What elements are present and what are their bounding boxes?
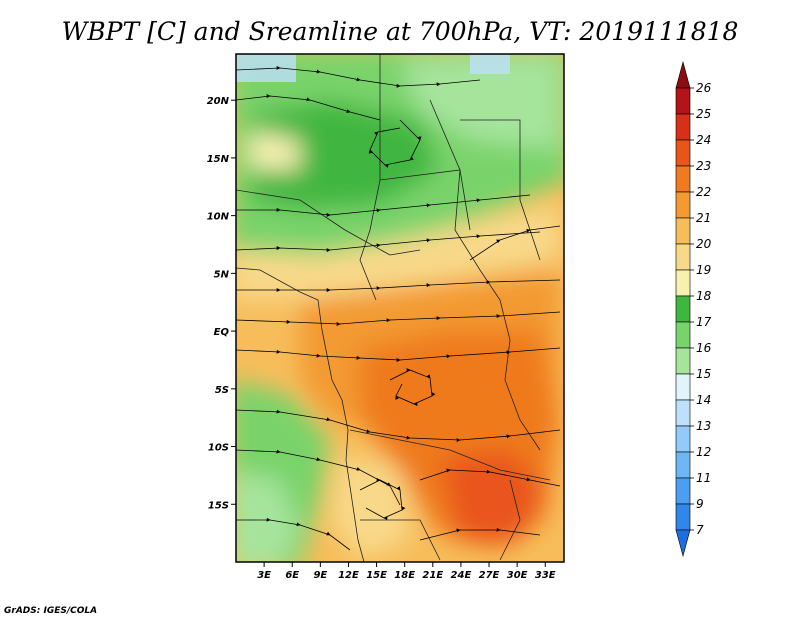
x-tick-label: 12E [338, 570, 359, 581]
border-great-lakes [499, 299, 541, 451]
x-tick-label: 33E [535, 570, 556, 581]
colorbar-swatch [675, 425, 691, 453]
chart-title: WBPT [C] and Sreamline at 700hPa, VT: 20… [62, 17, 739, 46]
colorbar-swatch [675, 191, 691, 219]
field-cream-patch [250, 130, 300, 170]
colorbar-label: 11 [696, 471, 711, 485]
colorbar-swatch [675, 60, 691, 89]
colorbar-swatch [675, 529, 691, 558]
x-tick-label: 18E [394, 570, 415, 581]
cool-spot-northwest [236, 54, 296, 82]
colorbar-label: 13 [696, 419, 711, 433]
streamline [236, 409, 561, 443]
colorbar-swatch [675, 477, 691, 505]
streamline [236, 231, 541, 253]
border-mozambique [499, 479, 521, 561]
map-panel [236, 54, 564, 562]
colorbar-label: 17 [696, 315, 712, 329]
y-tick-label: 5S [215, 385, 229, 396]
colorbar-label: 16 [696, 341, 712, 355]
field-tan-band [236, 205, 560, 300]
colorbar-label: 23 [696, 159, 711, 173]
x-tick-label: 3E [257, 570, 271, 581]
y-tick-label: 10S [208, 443, 229, 454]
x-tick-label: 21E [422, 570, 443, 581]
streamline [236, 279, 561, 293]
colorbar-label: 22 [696, 185, 711, 199]
x-tick-label: 27E [479, 570, 500, 581]
colorbar-label: 20 [696, 237, 712, 251]
x-axis: 3E 6E 9E 12E 15E 18E 21E 24E 27E 30E 33E [257, 562, 556, 581]
colorbar-label: 26 [696, 81, 712, 95]
colorbar-swatch [675, 165, 691, 193]
y-tick-label: EQ [214, 327, 230, 338]
cool-spot-northeast [470, 54, 510, 74]
colorbar-swatch [675, 503, 691, 531]
colorbar-swatch [675, 347, 691, 375]
streamline [236, 194, 531, 217]
streamline [236, 347, 561, 363]
x-tick-label: 15E [366, 570, 387, 581]
colorbar: 26 25 24 23 22 21 20 19 18 17 16 15 14 13 12 11 9 7 [675, 60, 712, 558]
colorbar-swatch [675, 451, 691, 479]
colorbar-swatch [675, 243, 691, 271]
colorbar-label: 7 [696, 523, 704, 537]
streamline [359, 478, 406, 521]
streamline [236, 65, 481, 88]
colorbar-swatch [675, 269, 691, 297]
colorbar-swatch [675, 321, 691, 349]
colorbar-swatch [675, 295, 691, 323]
y-tick-label: 20N [207, 96, 230, 107]
x-tick-label: 9E [313, 570, 327, 581]
colorbar-label: 12 [696, 445, 711, 459]
y-tick-label: 10N [207, 212, 230, 223]
colorbar-label: 9 [696, 497, 704, 511]
colorbar-label: 25 [696, 107, 711, 121]
colorbar-swatch [675, 113, 691, 141]
streamline [236, 94, 381, 121]
colorbar-label: 19 [696, 263, 711, 277]
x-tick-label: 30E [507, 570, 528, 581]
streamline [469, 225, 561, 261]
y-axis: 20N 15N 10N 5N EQ 5S 10S 15S [207, 96, 236, 511]
border-central [429, 99, 501, 301]
x-tick-label: 6E [285, 570, 299, 581]
colorbar-swatch [675, 399, 691, 427]
y-tick-label: 15N [207, 154, 230, 165]
colorbar-label: 18 [696, 289, 712, 303]
x-tick-label: 24E [451, 570, 472, 581]
streamline [368, 119, 422, 168]
border-sahel [236, 189, 421, 256]
y-tick-label: 5N [214, 269, 230, 280]
colorbar-label: 14 [696, 393, 711, 407]
colorbar-label: 24 [696, 133, 711, 147]
streamlines [236, 65, 561, 551]
streamline [419, 468, 561, 487]
y-tick-label: 15S [208, 500, 229, 511]
colorbar-label: 21 [696, 211, 711, 225]
colorbar-swatch [675, 217, 691, 245]
field-atlantic-light [236, 471, 300, 562]
streamline [236, 517, 351, 551]
streamline [419, 527, 541, 541]
colorbar-swatch [675, 373, 691, 401]
map-frame [235, 53, 565, 563]
credit-label: GrADS: IGES/COLA [4, 606, 97, 616]
colorbar-label: 15 [696, 367, 711, 381]
streamline [389, 368, 436, 406]
colorbar-swatch [675, 87, 691, 115]
streamline [236, 311, 561, 327]
field-mid-green [250, 100, 440, 210]
colorbar-swatch [675, 139, 691, 167]
